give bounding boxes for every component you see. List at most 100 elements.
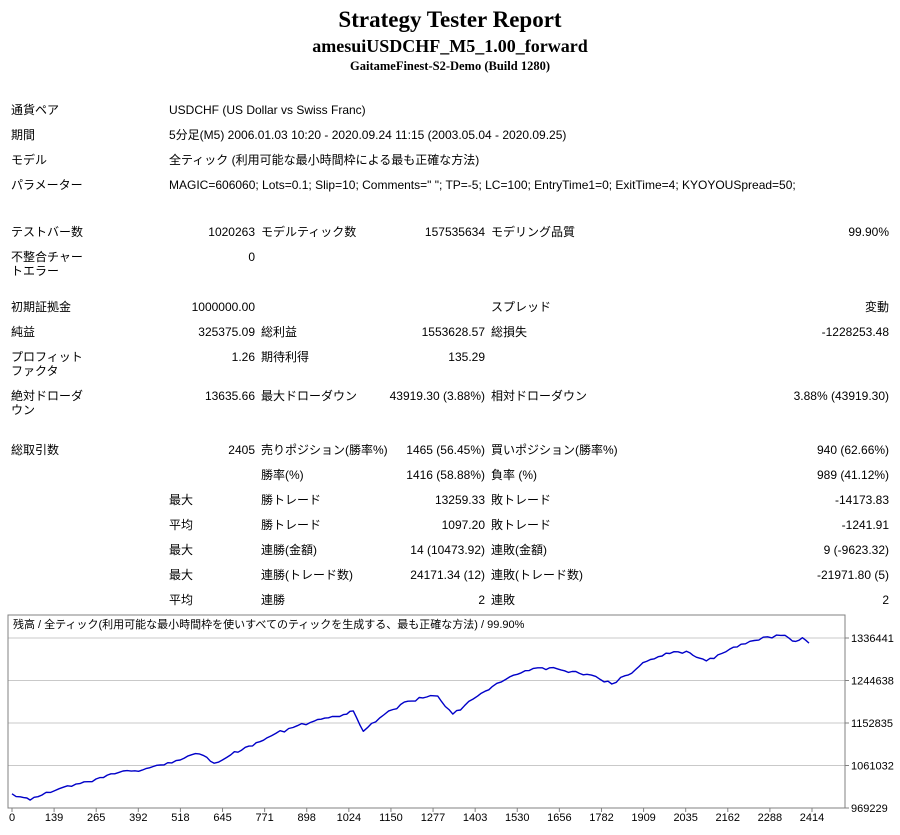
stat-value: 2: [478, 592, 485, 607]
report-header: Strategy Tester Report amesuiUSDCHF_M5_1…: [0, 0, 900, 74]
stat-value: 変動: [865, 299, 890, 314]
stats-row: プロフィット ファクタ 1.26 期待利得 135.29: [8, 345, 892, 384]
stats-row: 最大 連勝(金額) 14 (10473.92) 連敗(金額) 9 (-9623.32): [8, 538, 892, 563]
empty-cell: [646, 245, 892, 284]
stat-value: 135.29: [448, 349, 485, 364]
stats-row: 最大 勝トレード 13259.33 敗トレード -14173.83: [8, 488, 892, 513]
stat-value: 13259.33: [434, 492, 485, 507]
x-axis-label: 1150: [379, 812, 403, 824]
stat-value: 2405: [228, 442, 255, 457]
x-axis-label: 392: [129, 812, 147, 824]
x-axis-label: 265: [87, 812, 105, 824]
x-axis-label: 898: [298, 812, 316, 824]
stat-label: モデリング品質: [491, 225, 576, 240]
stat-label: 売りポジション(勝率%): [261, 442, 388, 457]
report-symbol-title: amesuiUSDCHF_M5_1.00_forward: [312, 35, 588, 56]
stat-label: 連勝(トレード数): [261, 567, 353, 582]
x-axis-label: 0: [9, 812, 15, 824]
spacer-cell: [8, 285, 892, 295]
stats-row: 不整合チャー トエラー 0: [8, 245, 892, 284]
empty-cell: [258, 295, 376, 320]
stat-label: 純益: [11, 324, 36, 339]
stat-label: 勝トレード: [261, 492, 322, 507]
empty-cell: [8, 488, 166, 513]
y-axis-label: 1244638: [851, 675, 894, 687]
stat-value: 99.90%: [848, 225, 890, 240]
stat-value: 1000000.00: [191, 299, 255, 314]
chart-border: [7, 614, 846, 809]
stat-label: 最大ドローダウン: [261, 388, 358, 403]
stat-label: 総損失: [491, 324, 528, 339]
stat-label: 通貨ペア: [11, 103, 60, 118]
stats-row: テストバー数 1020263 モデルティック数 157535634 モデリング品質 99.…: [8, 220, 892, 245]
stat-value: 1.26: [231, 349, 255, 364]
y-axis-label: 1152835: [851, 718, 893, 730]
empty-cell: [8, 588, 166, 613]
balance-chart-section: 1336441 1244638 1152835 1061032 969229 0 139 26…: [0, 613, 900, 834]
spacer-row: [8, 423, 892, 438]
stat-value: 940 (62.66%): [816, 442, 890, 457]
stat-label: パラメーター: [11, 178, 83, 193]
x-axis-label: 1403: [463, 812, 487, 824]
stat-value: 1553628.57: [421, 324, 485, 339]
x-axis-label: 645: [213, 812, 231, 824]
stats-row: 平均 勝トレード 1097.20 敗トレード -1241.91: [8, 513, 892, 538]
stats-row: 平均 連勝 2 連敗 2: [8, 588, 892, 613]
stat-value: 157535634: [424, 225, 485, 240]
stat-value: 989 (41.12%): [816, 467, 890, 482]
y-axis-label: 1336441: [851, 633, 894, 645]
stat-label: 連敗(金額): [491, 542, 547, 557]
stat-label: テストバー数: [11, 225, 84, 240]
stats-row: モデル 全ティック (利用可能な最小時間枠による最も正確な方法): [8, 148, 892, 173]
x-axis-label: 1024: [337, 812, 361, 824]
x-axis-label: 1909: [631, 812, 655, 824]
stats-row: 最大 連勝(トレード数) 24171.34 (12) 連敗(トレード数) -21971.…: [8, 563, 892, 588]
x-axis-label: 1656: [547, 812, 571, 824]
stats-row: 初期証拠金 1000000.00 スプレッド 変動: [8, 295, 892, 320]
balance-chart: 1336441 1244638 1152835 1061032 969229 0 139 26…: [7, 614, 894, 824]
spacer-row: [8, 285, 892, 295]
stat-label: 連敗: [491, 592, 516, 607]
stat-value: 3.88% (43919.30): [793, 388, 890, 403]
stat-value: 全ティック (利用可能な最小時間枠による最も正確な方法): [169, 153, 480, 168]
stat-label: 買いポジション(勝率%): [491, 442, 618, 457]
stat-label: 連勝: [261, 592, 286, 607]
empty-cell: [376, 295, 488, 320]
stat-sublabel: 最大: [169, 542, 194, 557]
empty-cell: [646, 345, 892, 384]
stat-value: -1241.91: [841, 517, 890, 532]
empty-cell: [166, 463, 258, 488]
stat-label: 勝率(%): [261, 467, 304, 482]
stat-label: スプレッド: [491, 299, 552, 314]
stat-sublabel: 最大: [169, 567, 194, 582]
stat-label: プロフィット ファクタ: [11, 349, 83, 378]
stat-label: 連敗(トレード数): [491, 567, 583, 582]
stat-value: 14 (10473.92): [410, 542, 485, 557]
stats-row: 総取引数 2405 売りポジション(勝率%) 1465 (56.45%) 買いポジション…: [8, 438, 892, 463]
empty-cell: [258, 245, 376, 284]
stats-row: 絶対ドローダ ウン 13635.66 最大ドローダウン 43919.30 (3.88%…: [8, 384, 892, 423]
empty-cell: [8, 513, 166, 538]
stat-value: 1020263: [208, 225, 255, 240]
stat-label: 連勝(金額): [261, 542, 317, 557]
stat-label: 敗トレード: [491, 492, 552, 507]
stat-value: 1097.20: [441, 517, 485, 532]
stat-value: 325375.09: [198, 324, 255, 339]
empty-cell: [488, 245, 646, 284]
stat-label: 相対ドローダウン: [491, 388, 588, 403]
stats-table: 通貨ペア USDCHF (US Dollar vs Swiss Franc) 期間 5…: [8, 98, 892, 613]
report-title: Strategy Tester Report: [338, 7, 562, 32]
y-axis-label: 969229: [851, 803, 888, 815]
spacer-cell: [8, 423, 892, 438]
stat-sublabel: 平均: [169, 517, 194, 532]
x-axis-label: 1782: [589, 812, 613, 824]
stat-value: 9 (-9623.32): [823, 542, 890, 557]
stat-sublabel: 最大: [169, 492, 194, 507]
x-axis-label: 2288: [758, 812, 782, 824]
stat-label: 期待利得: [261, 349, 310, 364]
spacer-row: [8, 198, 892, 220]
stat-value: 5分足(M5) 2006.01.03 10:20 - 2020.09.24 11…: [169, 128, 567, 143]
stat-label: 不整合チャー トエラー: [11, 250, 83, 279]
stat-value: 1416 (58.88%): [406, 467, 485, 482]
